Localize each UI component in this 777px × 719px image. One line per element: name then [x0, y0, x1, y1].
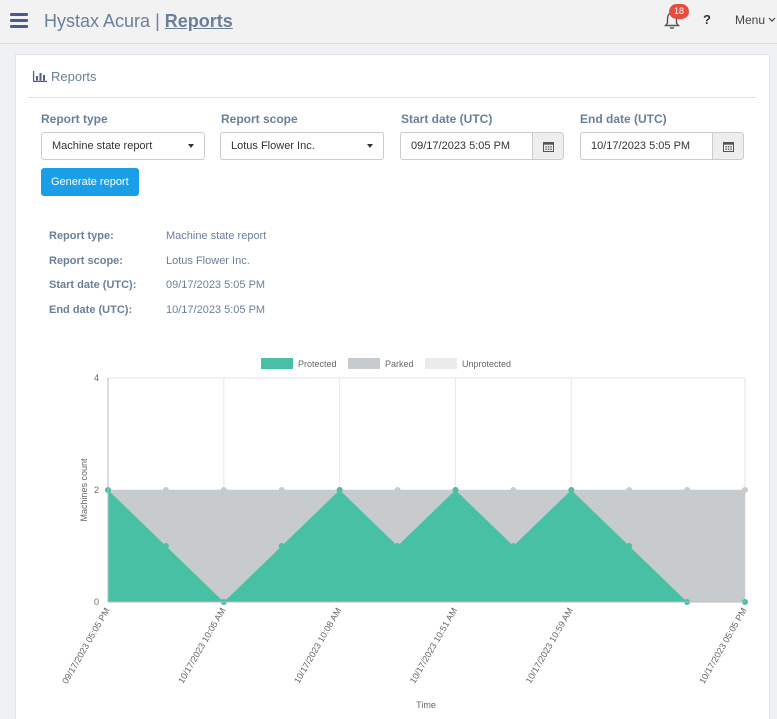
- y-tick-label: 2: [94, 485, 99, 495]
- bar-chart-icon: [33, 71, 47, 82]
- generate-report-button[interactable]: Generate report: [41, 168, 139, 196]
- menu-dropdown[interactable]: Menu: [735, 13, 776, 27]
- help-button[interactable]: ?: [703, 12, 711, 27]
- legend-swatch-unprotected: [425, 358, 457, 369]
- legend-swatch-protected: [261, 358, 293, 369]
- reports-link[interactable]: Reports: [164, 11, 233, 31]
- caret-down-icon: [367, 144, 373, 148]
- calendar-icon: [543, 142, 554, 152]
- start-date-calendar-button[interactable]: [532, 132, 564, 160]
- caret-down-icon: [188, 144, 194, 148]
- end-date-calendar-button[interactable]: [712, 132, 744, 160]
- parked-point: [162, 487, 169, 493]
- legend-protected: Protected: [298, 359, 337, 369]
- y-axis-title: Machines count: [79, 458, 89, 522]
- y-tick-label: 4: [94, 373, 99, 383]
- calendar-icon: [723, 142, 734, 152]
- top-bar: Hystax Acura | Reports 18 ? Menu: [0, 0, 777, 44]
- card-title-text: Reports: [51, 69, 97, 84]
- legend-unprotected: Unprotected: [462, 359, 511, 369]
- end-date-picker: 10/17/2023 5:05 PM: [580, 132, 745, 160]
- title-separator: |: [155, 11, 160, 31]
- x-tick-label: 10/17/2023 10:59 AM: [524, 606, 575, 685]
- protected-point: [162, 543, 169, 549]
- legend-swatch-parked: [348, 358, 380, 369]
- chevron-down-icon: [768, 17, 776, 22]
- parked-point: [684, 487, 691, 493]
- summary-type-value: Machine state report: [166, 230, 267, 242]
- card-title: Reports: [33, 69, 97, 84]
- protected-point: [452, 487, 459, 493]
- end-date-input[interactable]: 10/17/2023 5:05 PM: [580, 132, 713, 160]
- app-title: Hystax Acura | Reports: [44, 11, 233, 32]
- parked-point: [220, 487, 227, 493]
- summary-type-label: Report type:: [49, 230, 114, 242]
- x-tick-label: 10/17/2023 10:05 AM: [176, 606, 227, 685]
- report-scope-select[interactable]: Lotus Flower Inc.: [220, 132, 384, 160]
- x-tick-label: 10/17/2023 05:05 PM: [697, 606, 749, 686]
- protected-point: [278, 543, 285, 549]
- summary-scope-value: Lotus Flower Inc.: [166, 255, 250, 267]
- legend-parked: Parked: [385, 359, 414, 369]
- summary-start-value: 09/17/2023 5:05 PM: [166, 279, 266, 291]
- protected-point: [394, 543, 401, 549]
- start-date-input[interactable]: 09/17/2023 5:05 PM: [400, 132, 533, 160]
- report-type-value: Machine state report: [52, 140, 153, 152]
- protected-point: [510, 543, 517, 549]
- protected-area: [108, 490, 745, 602]
- report-scope-value: Lotus Flower Inc.: [231, 140, 315, 152]
- parked-point: [394, 487, 401, 493]
- start-date-label: Start date (UTC): [401, 112, 493, 126]
- report-type-select[interactable]: Machine state report: [41, 132, 205, 160]
- protected-point: [336, 487, 343, 493]
- report-scope-label: Report scope: [221, 112, 298, 126]
- menu-label: Menu: [735, 13, 766, 27]
- parked-point: [510, 487, 517, 493]
- report-type-label: Report type: [41, 112, 108, 126]
- summary-end-label: End date (UTC):: [49, 304, 133, 316]
- x-axis-title: Time: [416, 700, 436, 710]
- reports-card: Reports Report type Report scope Start d…: [15, 54, 770, 719]
- y-tick-label: 0: [94, 597, 99, 607]
- parked-point: [278, 487, 285, 493]
- protected-point: [568, 487, 575, 493]
- app-name: Hystax Acura: [44, 11, 151, 31]
- x-tick-label: 09/17/2023 05:05 PM: [60, 606, 112, 686]
- x-tick-label: 10/17/2023 10:51 AM: [408, 606, 459, 685]
- summary-end-value: 10/17/2023 5:05 PM: [166, 304, 266, 316]
- start-date-picker: 09/17/2023 5:05 PM: [400, 132, 565, 160]
- summary-scope-label: Report scope:: [49, 255, 123, 267]
- hamburger-menu-icon[interactable]: [10, 13, 28, 28]
- parked-point: [742, 487, 748, 493]
- summary-start-label: Start date (UTC):: [49, 279, 137, 291]
- x-tick-label: 10/17/2023 10:08 AM: [292, 606, 343, 685]
- protected-point: [626, 543, 633, 549]
- divider: [28, 97, 756, 98]
- parked-point: [626, 487, 633, 493]
- end-date-label: End date (UTC): [580, 112, 667, 126]
- notification-badge: 18: [669, 4, 689, 19]
